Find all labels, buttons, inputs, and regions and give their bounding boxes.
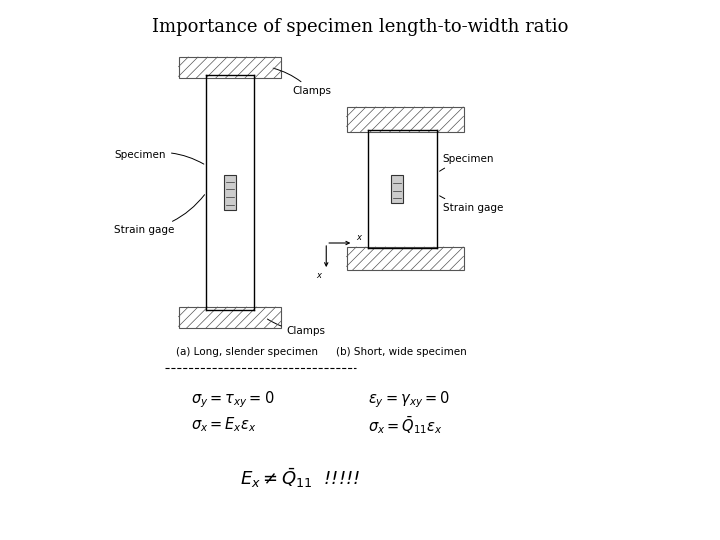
Text: $\sigma_x=E_x\varepsilon_x$: $\sigma_x=E_x\varepsilon_x$ (192, 416, 257, 434)
Text: Clamps: Clamps (267, 319, 325, 336)
Text: Specimen: Specimen (114, 150, 204, 164)
Text: Importance of specimen length-to-width ratio: Importance of specimen length-to-width r… (152, 18, 568, 36)
Bar (224, 175, 236, 210)
Text: x: x (317, 271, 322, 280)
FancyBboxPatch shape (346, 107, 464, 132)
Text: (a) Long, slender specimen: (a) Long, slender specimen (176, 347, 318, 357)
Text: x: x (356, 233, 361, 242)
Text: $\varepsilon_y=\gamma_{xy}=0$: $\varepsilon_y=\gamma_{xy}=0$ (367, 390, 449, 410)
FancyBboxPatch shape (346, 247, 464, 270)
Text: Strain gage: Strain gage (440, 196, 503, 213)
Text: Strain gage: Strain gage (114, 195, 204, 235)
FancyBboxPatch shape (179, 307, 282, 328)
Text: $\sigma_y=\tau_{xy}=0$: $\sigma_y=\tau_{xy}=0$ (192, 390, 275, 410)
Text: $E_x\neq\bar{Q}_{11}$  !!!!!: $E_x\neq\bar{Q}_{11}$ !!!!! (240, 466, 360, 490)
Text: $\sigma_x=\bar{Q}_{11}\varepsilon_x$: $\sigma_x=\bar{Q}_{11}\varepsilon_x$ (367, 414, 442, 436)
Text: Clamps: Clamps (273, 68, 331, 96)
Text: Specimen: Specimen (439, 154, 494, 171)
FancyBboxPatch shape (179, 57, 282, 78)
Text: (b) Short, wide specimen: (b) Short, wide specimen (336, 347, 467, 357)
Bar (391, 175, 403, 203)
